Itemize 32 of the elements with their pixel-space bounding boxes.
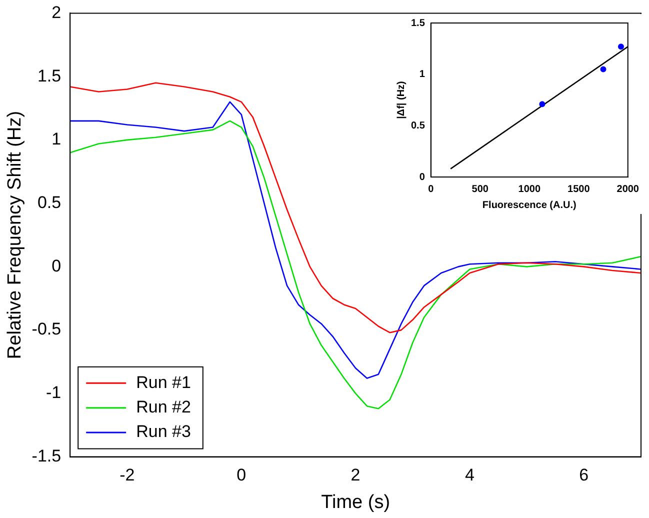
y-tick-label: 0.5: [37, 193, 62, 212]
point: [600, 66, 606, 72]
y-tick-label: -1.5: [32, 446, 62, 466]
x-tick-label: 1500: [568, 184, 590, 195]
x-tick-label: 4: [464, 466, 474, 485]
y-tick-label: 1: [52, 130, 62, 149]
legend-label: Run #2: [136, 398, 191, 417]
x-axis-title: Time (s): [321, 492, 390, 513]
y-tick-label: 2: [52, 2, 62, 22]
x-tick-label: 6: [579, 466, 589, 485]
x-axis-title: Fluorescence (A.U.): [482, 200, 576, 211]
y-tick-label: 0: [419, 172, 426, 183]
legend-label: Run #1: [136, 372, 191, 392]
y-tick-label: -0.5: [32, 320, 62, 339]
y-tick-label: 1.5: [37, 66, 62, 86]
y-tick-label: 1: [419, 69, 426, 80]
y-axis-title: |Δf| (Hz): [396, 81, 407, 119]
legend-label: Run #3: [136, 422, 191, 442]
y-axis-title: Relative Frequency Shift (Hz): [4, 110, 26, 360]
x-tick-label: -2: [120, 466, 135, 485]
point: [618, 44, 624, 50]
y-tick-label: 1.5: [410, 18, 426, 29]
x-tick-label: 2000: [616, 184, 640, 195]
x-tick-label: 1000: [518, 184, 541, 195]
y-tick-label: 0.5: [410, 120, 426, 132]
y-tick-label: -1: [46, 383, 62, 402]
y-tick-label: 0: [52, 256, 62, 276]
x-tick-label: 500: [472, 184, 489, 195]
x-tick-label: 0: [428, 184, 434, 195]
x-tick-label: 2: [350, 466, 360, 485]
point: [539, 101, 546, 108]
x-tick-label: 0: [236, 466, 246, 485]
